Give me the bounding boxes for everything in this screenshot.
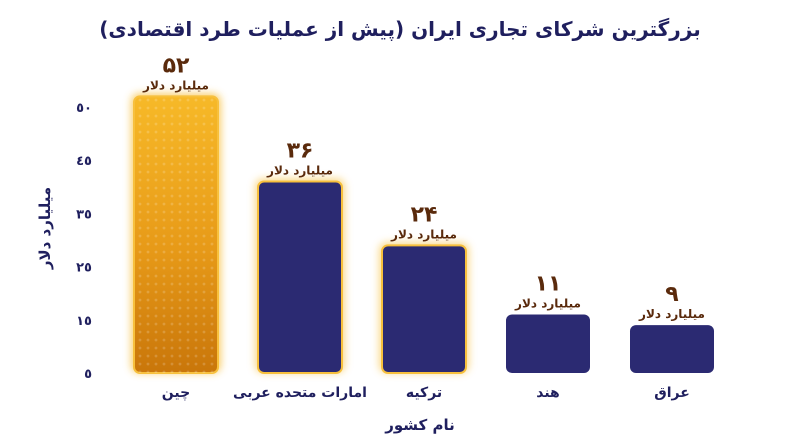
bar-unit-label: میلیارد دلار (638, 307, 705, 321)
y-tick-label: ٥ (84, 367, 92, 382)
bar-unit-label: میلیارد دلار (514, 296, 581, 310)
y-tick-label: ٥٠ (76, 101, 92, 116)
bar (257, 180, 343, 374)
bar (630, 325, 714, 373)
chart-title: بزرگترین شرکای تجاری ایران (پیش از عملیا… (99, 17, 701, 42)
y-tick-label: ٤٥ (76, 154, 92, 169)
bar-value-label: ۱۱ (535, 271, 562, 296)
category-label: ترکیه (406, 385, 442, 401)
bar-unit-label: میلیارد دلار (390, 227, 457, 241)
bar-value-label: ۵۲ (163, 53, 190, 78)
bar (381, 244, 467, 375)
category-label: چین (162, 385, 190, 401)
y-tick-label: ٢٥ (76, 261, 92, 276)
bar-value-label: ۳۶ (287, 138, 314, 163)
bar (506, 314, 590, 373)
bar-unit-label: میلیارد دلار (142, 78, 209, 92)
y-axis-label: میلیارد دلار (36, 187, 54, 270)
y-tick-label: ١٥ (76, 314, 92, 329)
bar-texture (134, 96, 218, 374)
bar-unit-label: میلیارد دلار (266, 163, 333, 177)
y-tick-label: ٣٥ (76, 207, 92, 222)
category-label: عراق (654, 385, 690, 401)
bar-value-label: ۹ (665, 282, 678, 307)
x-axis-label: نام کشور (384, 416, 455, 434)
category-label: امارات متحده عربی (233, 385, 367, 401)
bar-value-label: ۲۴ (411, 202, 438, 227)
category-label: هند (536, 385, 560, 401)
y-axis-ticks: ٥ ١٥ ٢٥ ٣٥ ٤٥ ٥٠ (76, 101, 92, 382)
